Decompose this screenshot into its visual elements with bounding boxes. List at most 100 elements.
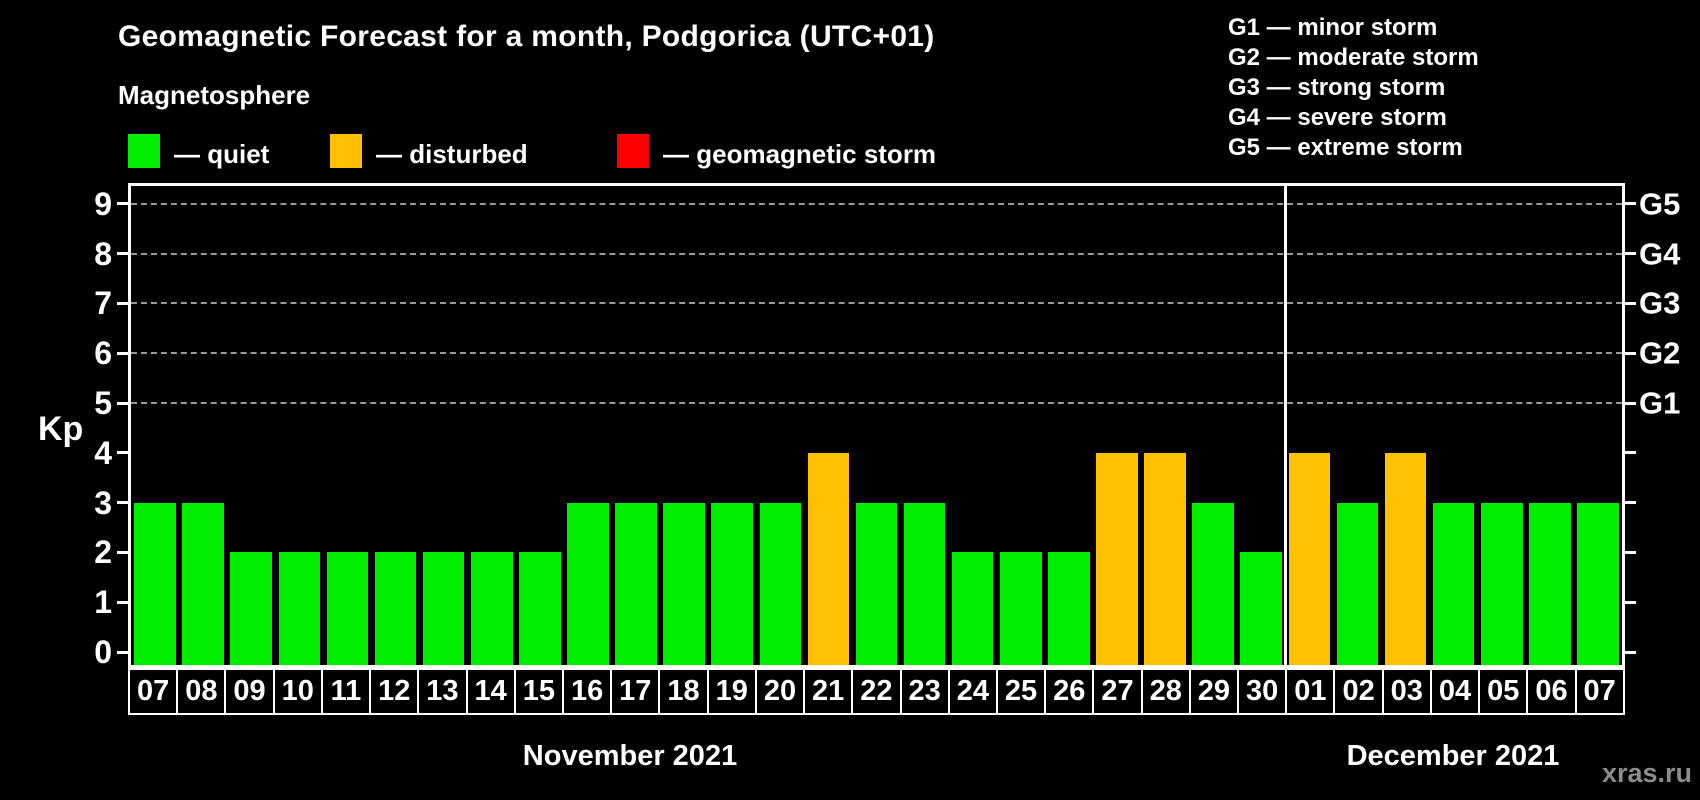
day-label-cell: 27 [1092, 668, 1143, 715]
day-label-cell: 10 [272, 668, 323, 715]
month-label: November 2021 [522, 740, 738, 772]
g-scale-tick [1625, 550, 1636, 554]
kp-bar [326, 552, 369, 665]
g-scale-tick [1625, 202, 1636, 206]
g1-legend-line: G1 — minor storm [1228, 14, 1438, 41]
g3-legend-line: G3 — strong storm [1228, 74, 1446, 101]
y-tick-label: 7 [94, 285, 112, 322]
disturbed-color-swatch [330, 134, 362, 168]
kp-bar [134, 502, 176, 665]
y-tick [117, 600, 128, 604]
y-tick [117, 301, 128, 305]
kp-bar [374, 552, 417, 665]
kp-bar [278, 552, 321, 665]
g-scale-label-g5: G5 [1639, 186, 1681, 222]
g-scale-tick [1625, 351, 1636, 355]
gridline-kp8 [131, 252, 1622, 255]
kp-bar [567, 502, 609, 665]
g2-legend-line: G2 — moderate storm [1228, 44, 1479, 71]
gridline-kp9 [131, 202, 1622, 205]
kp-bar [1240, 552, 1283, 665]
g-scale-tick [1625, 501, 1636, 505]
day-label-cell: 02 [1333, 668, 1384, 715]
kp-bar [615, 502, 657, 665]
day-label-cell: 08 [176, 668, 227, 715]
kp-bar [1048, 552, 1090, 665]
y-tick [117, 550, 128, 554]
day-label-cell: 05 [1478, 668, 1529, 715]
g-scale-tick [1625, 451, 1636, 455]
page-title: Geomagnetic Forecast for a month, Podgor… [118, 20, 935, 53]
gridline-kp7 [131, 302, 1622, 305]
day-label-cell: 22 [851, 668, 902, 715]
day-label-cell: 19 [706, 668, 757, 715]
gridline-kp5 [131, 402, 1622, 404]
kp-bar [1384, 452, 1427, 665]
quiet-legend-label: — quiet [174, 139, 270, 169]
y-tick-label: 3 [94, 484, 112, 521]
day-label-cell: 07 [128, 668, 179, 715]
kp-bar [1288, 452, 1331, 665]
g-scale-tick [1625, 252, 1636, 256]
g-scale-tick [1625, 600, 1636, 604]
y-tick-label: 6 [94, 335, 112, 372]
day-label-cell: 20 [754, 668, 806, 715]
day-label-cell: 30 [1237, 668, 1288, 715]
g-scale-tick [1625, 401, 1636, 405]
y-tick [117, 650, 128, 654]
y-tick [117, 351, 128, 355]
kp-bar [1480, 502, 1523, 665]
day-label-cell: 28 [1140, 668, 1191, 715]
kp-bar [999, 552, 1042, 665]
kp-bar [855, 502, 898, 665]
g-scale-tick [1625, 301, 1636, 305]
y-tick [117, 202, 128, 206]
storm-scale-legend: G1 — minor storm G2 — moderate storm G3 … [1228, 13, 1479, 163]
kp-bar [230, 552, 273, 665]
kp-bar [1192, 502, 1234, 665]
y-tick [117, 501, 128, 505]
magnetosphere-subtitle: Magnetosphere [118, 80, 311, 110]
y-tick [117, 451, 128, 455]
y-tick [117, 252, 128, 256]
y-tick-label: 2 [94, 534, 112, 571]
day-label-cell: 01 [1285, 668, 1336, 715]
day-label-cell: 16 [561, 668, 613, 715]
disturbed-legend-label: — disturbed [376, 139, 528, 169]
day-label-cell: 14 [465, 668, 516, 715]
month-separator-line [1283, 186, 1287, 665]
day-label-cell: 24 [947, 668, 998, 715]
kp-bar [182, 502, 224, 665]
storm-legend-label: — geomagnetic storm [663, 139, 937, 169]
day-label-cell: 26 [1044, 668, 1095, 715]
storm-color-swatch [617, 134, 649, 168]
xras-watermark: xras.ru [1601, 758, 1692, 788]
day-label-cell: 25 [995, 668, 1047, 715]
day-label-cell: 12 [369, 668, 420, 715]
y-tick-label: 8 [94, 235, 112, 272]
g-scale-label-g1: G1 [1639, 385, 1681, 421]
kp-bar [1096, 452, 1138, 665]
y-tick-label: 1 [94, 584, 112, 621]
kp-bar [903, 502, 946, 665]
day-label-cell: 09 [224, 668, 275, 715]
y-tick-label: 5 [94, 385, 112, 421]
kp-bar [470, 552, 513, 665]
kp-bar [711, 502, 753, 665]
kp-bar [951, 552, 994, 665]
kp-bar [663, 502, 705, 665]
kp-bar [1432, 502, 1475, 665]
kp-axis-title: Kp [38, 410, 84, 448]
day-label-cell: 21 [803, 668, 854, 715]
day-label-cell: 17 [610, 668, 661, 715]
y-tick-label: 0 [94, 634, 112, 670]
g-scale-label-g2: G2 [1639, 335, 1681, 371]
kp-bar [1336, 502, 1379, 665]
g-scale-label-g3: G3 [1639, 285, 1681, 321]
kp-bar [422, 552, 465, 665]
g-scale-label-g4: G4 [1639, 236, 1681, 272]
day-label-cell: 23 [899, 668, 950, 715]
kp-bar [1529, 502, 1571, 665]
day-label-cell: 15 [513, 668, 564, 715]
